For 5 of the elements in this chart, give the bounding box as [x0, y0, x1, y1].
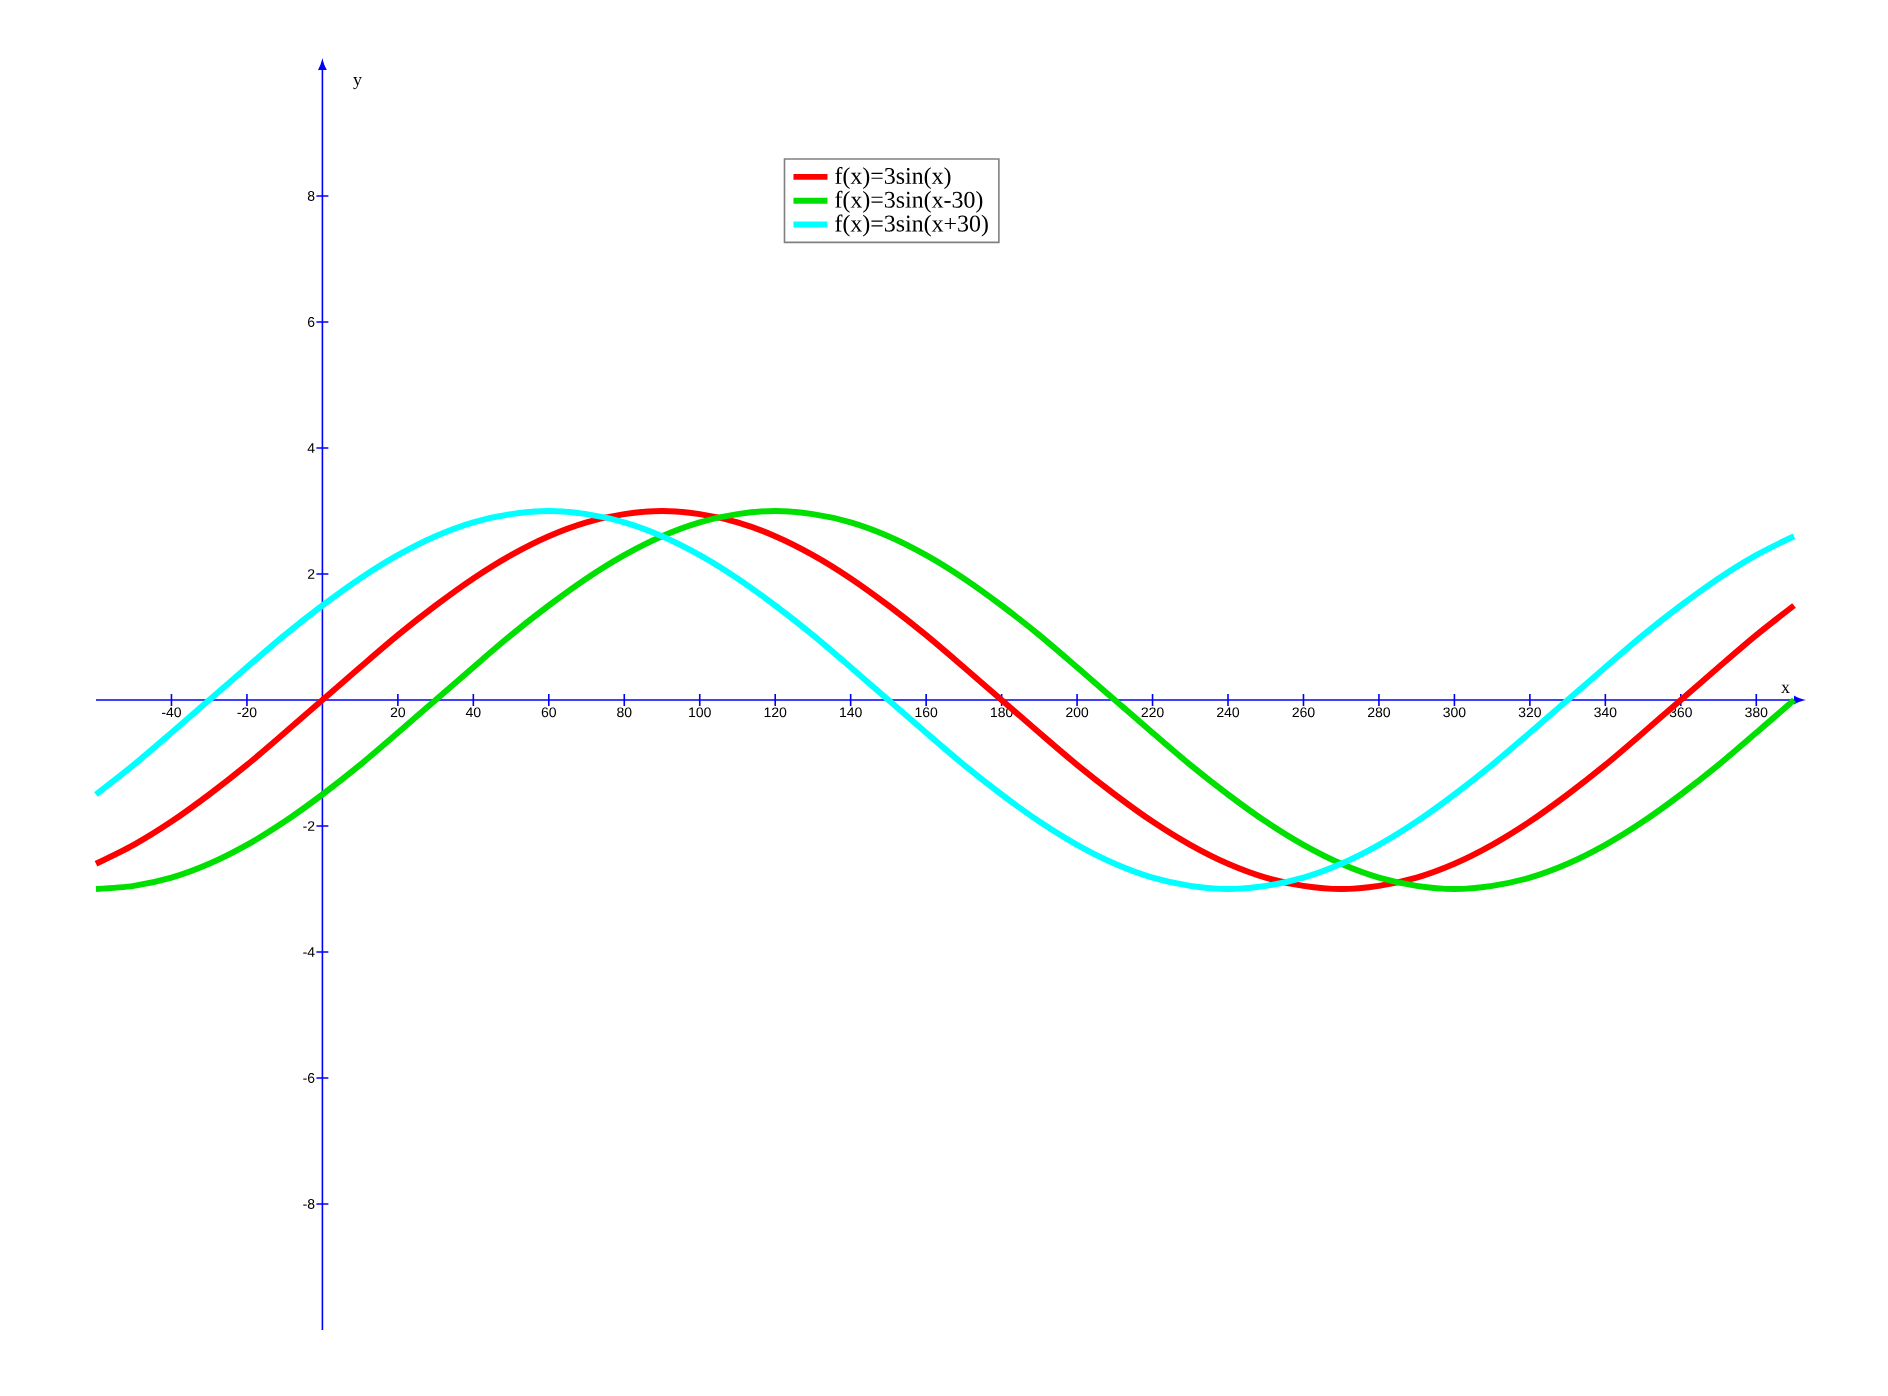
- legend-label: f(x)=3sin(x-30): [835, 190, 983, 213]
- x-axis-title: x: [1781, 684, 1790, 693]
- legend-label: f(x)=3sin(x): [835, 166, 951, 189]
- y-axis-title: y: [353, 77, 362, 90]
- legend-label: f(x)=3sin(x+30): [835, 214, 988, 237]
